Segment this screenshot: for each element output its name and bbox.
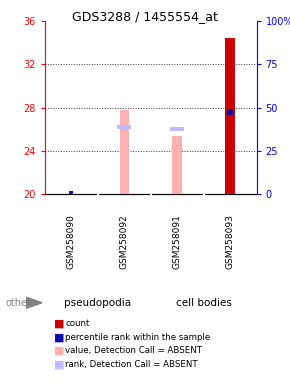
Bar [171,127,184,131]
Text: value, Detection Call = ABSENT: value, Detection Call = ABSENT [65,346,202,356]
Text: ■: ■ [54,332,64,342]
Text: GSM258091: GSM258091 [173,215,182,269]
Text: GDS3288 / 1455554_at: GDS3288 / 1455554_at [72,10,218,23]
Text: count: count [65,319,90,328]
Text: ■: ■ [54,318,64,328]
Text: GSM258092: GSM258092 [120,215,129,269]
Text: ■: ■ [54,360,64,370]
Text: percentile rank within the sample: percentile rank within the sample [65,333,211,342]
Text: GSM258090: GSM258090 [67,215,76,269]
Text: pseudopodia: pseudopodia [64,298,131,308]
Bar [119,110,129,194]
Bar [225,38,235,194]
Text: rank, Detection Call = ABSENT: rank, Detection Call = ABSENT [65,360,198,369]
Text: GSM258093: GSM258093 [226,215,235,269]
Bar [173,136,182,194]
Polygon shape [26,297,42,308]
Text: other: other [6,298,32,308]
Bar [117,125,131,129]
Text: cell bodies: cell bodies [176,298,232,308]
Text: ■: ■ [54,346,64,356]
